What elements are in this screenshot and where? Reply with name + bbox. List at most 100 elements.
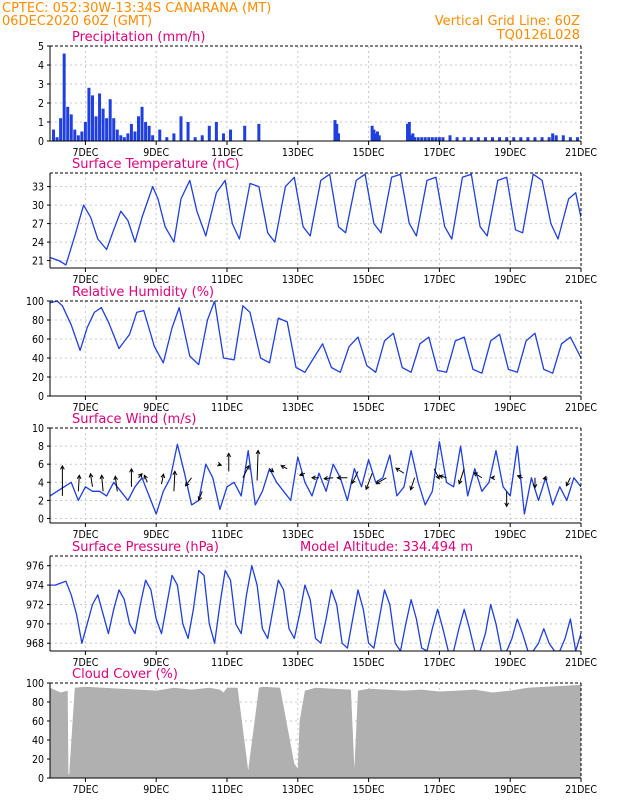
y-tick-label: 970: [26, 619, 44, 631]
precip-bar: [140, 106, 144, 141]
wind-arrow-head: [138, 472, 143, 478]
precip-bar: [462, 137, 466, 141]
precip-bar: [229, 129, 233, 141]
precip-bar: [448, 135, 452, 141]
precip-bar: [505, 137, 509, 141]
y-tick-label: 100: [26, 296, 44, 308]
x-tick-label: 13DEC: [282, 784, 314, 796]
x-tick-label: 9DEC: [143, 147, 169, 159]
temp-panel-title: Surface Temperature (nC): [72, 157, 240, 172]
y-tick-label: 40: [32, 735, 44, 747]
humidity-line: [50, 301, 581, 374]
x-tick-label: 15DEC: [353, 784, 385, 796]
precip-bar: [52, 129, 56, 141]
precip-bar: [112, 118, 116, 141]
y-tick-label: 80: [32, 315, 44, 327]
y-tick-label: 10: [32, 423, 44, 435]
x-tick-label: 21DEC: [565, 274, 597, 286]
precip-bar: [335, 123, 339, 141]
x-tick-label: 21DEC: [565, 402, 597, 414]
precip-bar: [122, 137, 126, 141]
wind-arrow: [77, 475, 80, 492]
wind-arrow: [114, 476, 118, 492]
x-tick-label: 13DEC: [282, 529, 314, 541]
x-tick-label: 19DEC: [494, 147, 526, 159]
wind-arrow-head: [113, 475, 119, 481]
y-tick-label: 24: [32, 237, 44, 249]
x-tick-label: 15DEC: [353, 657, 385, 669]
x-tick-label: 7DEC: [72, 529, 98, 541]
precip-panel-title: Precipitation (mm/h): [72, 30, 205, 45]
y-tick-label: 976: [26, 561, 44, 573]
y-tick-label: 2: [38, 495, 44, 507]
header-model-code: TQ0126L028: [496, 28, 580, 43]
wind-arrow: [410, 477, 416, 490]
precip-bar: [526, 137, 530, 141]
precip-bar: [55, 137, 59, 141]
wind-arrow-head: [516, 474, 522, 480]
y-tick-label: 4: [38, 477, 44, 489]
header-grid-line: Vertical Grid Line: 60Z: [435, 14, 580, 29]
wind-arrow-head: [160, 473, 166, 479]
precip-bar: [370, 125, 374, 141]
wind-arrow-head: [351, 479, 356, 485]
x-tick-label: 7DEC: [72, 147, 98, 159]
wind-arrow-head: [197, 496, 203, 502]
wind-arrow: [433, 468, 440, 479]
x-tick-label: 17DEC: [423, 657, 455, 669]
precip-bar: [411, 133, 415, 141]
y-tick-label: 40: [32, 353, 44, 365]
precip-bar: [377, 135, 381, 141]
precip-bar: [547, 137, 551, 141]
x-tick-label: 9DEC: [143, 657, 169, 669]
precip-bar: [568, 137, 572, 141]
x-tick-label: 7DEC: [72, 784, 98, 796]
x-tick-label: 19DEC: [494, 784, 526, 796]
y-tick-label: 972: [26, 599, 44, 611]
pressure-altitude-note: Model Altitude: 334.494 m: [300, 540, 473, 555]
header-station: CPTEC: 052:30W-13:34S CANARANA (MT): [2, 1, 271, 16]
humidity-panel-title: Relative Humidity (%): [72, 285, 214, 300]
pressure-series: [50, 565, 581, 651]
precip-bar: [165, 137, 169, 141]
header-run-date: 06DEC2020 60Z (GMT): [2, 14, 152, 29]
y-tick-label: 27: [32, 219, 44, 231]
temperature-series: [50, 173, 581, 266]
x-tick-label: 11DEC: [211, 657, 243, 669]
precip-bar: [108, 99, 112, 141]
x-tick-label: 9DEC: [143, 274, 169, 286]
x-tick-label: 17DEC: [423, 147, 455, 159]
wind-arrow-head: [438, 474, 444, 479]
pressure-panel-title: Surface Pressure (hPa): [72, 540, 219, 555]
wind-arrow-head: [143, 474, 148, 480]
precip-bar: [337, 133, 341, 141]
precip-bar: [491, 137, 494, 141]
wind-arrow: [365, 473, 373, 490]
wind-arrow-head: [129, 467, 134, 473]
x-tick-label: 13DEC: [282, 402, 314, 414]
precip-bar: [144, 122, 148, 141]
precip-bar: [257, 123, 261, 141]
precip-bar: [437, 137, 441, 141]
precip-bar: [147, 125, 151, 141]
precip-bar: [151, 135, 155, 141]
x-tick-label: 7DEC: [72, 402, 98, 414]
precip-bar: [498, 137, 502, 141]
precip-bar: [214, 122, 218, 141]
x-tick-label: 13DEC: [282, 274, 314, 286]
wind-panel: 0 2 4 6 8 10 7DEC 9DEC 11DEC 13DEC 15DEC 17DEC 19DEC…: [32, 423, 597, 541]
precip-bar: [200, 135, 204, 141]
y-tick-label: 20: [32, 754, 44, 766]
precip-bar: [554, 135, 558, 141]
wind-series: [50, 440, 581, 515]
wind-arrow: [143, 475, 148, 483]
y-tick-label: 33: [32, 182, 44, 194]
precip-bar: [540, 137, 544, 141]
wind-arrow-head: [88, 472, 94, 478]
temperature-line: [50, 173, 581, 266]
wind-arrow-head: [365, 485, 370, 491]
wind-arrow-head: [532, 484, 538, 489]
wind-line: [50, 440, 581, 515]
y-tick-label: 0: [38, 773, 44, 785]
x-tick-label: 17DEC: [423, 784, 455, 796]
